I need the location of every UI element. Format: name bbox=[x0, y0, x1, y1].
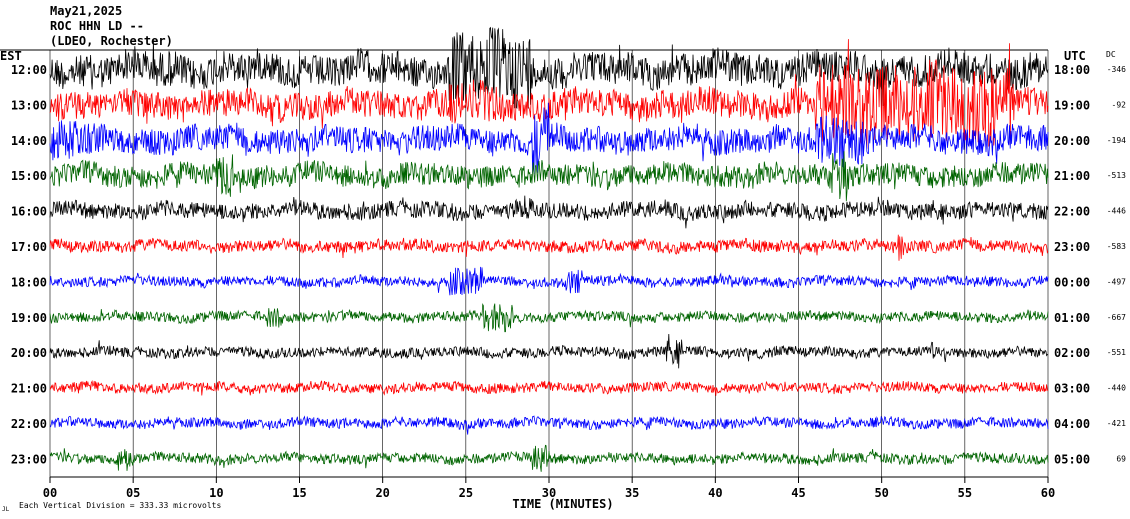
utc-hour-label: 21:00 bbox=[1054, 169, 1090, 183]
trace-line bbox=[49, 195, 1049, 229]
station-label: ROC HHN LD -- bbox=[50, 19, 144, 33]
dc-offset-value: -346 bbox=[1107, 65, 1126, 74]
header: May21,2025 ROC HHN LD -- (LDEO, Rocheste… bbox=[0, 4, 1116, 63]
est-hour-label: 17:00 bbox=[11, 240, 47, 254]
utc-hour-label: 19:00 bbox=[1054, 98, 1090, 112]
x-tick-label: 00 bbox=[43, 486, 57, 500]
utc-hour-label: 01:00 bbox=[1054, 311, 1090, 325]
utc-hour-label: 23:00 bbox=[1054, 240, 1090, 254]
dc-offset-value: -513 bbox=[1107, 171, 1126, 180]
est-hour-label: 23:00 bbox=[11, 452, 47, 466]
trace-line bbox=[49, 234, 1049, 261]
network-label: (LDEO, Rochester) bbox=[50, 34, 173, 48]
trace-line bbox=[49, 379, 1049, 396]
dc-label: DC bbox=[1106, 50, 1116, 59]
x-tick-label: 55 bbox=[958, 486, 972, 500]
seismic-traces bbox=[49, 26, 1049, 472]
dc-offset-value: -92 bbox=[1112, 100, 1127, 109]
x-tick-label: 50 bbox=[874, 486, 888, 500]
trace-line bbox=[49, 26, 1049, 109]
utc-hour-label: 00:00 bbox=[1054, 275, 1090, 289]
est-hour-label: 16:00 bbox=[11, 205, 47, 219]
est-hour-label: 14:00 bbox=[11, 134, 47, 148]
right-timezone-label: UTC bbox=[1064, 49, 1086, 63]
dc-offset-value: -446 bbox=[1107, 207, 1126, 216]
x-tick-label: 10 bbox=[209, 486, 223, 500]
x-tick-label: 15 bbox=[292, 486, 306, 500]
trace-line bbox=[49, 302, 1049, 333]
utc-hour-label: 03:00 bbox=[1054, 382, 1090, 396]
est-hour-label: 22:00 bbox=[11, 417, 47, 431]
dc-offset-value: 69 bbox=[1116, 454, 1126, 463]
row-labels: 12:00 18:00 -346 13:00 19:00 -92 14:00 20:00 -19… bbox=[11, 63, 1126, 466]
x-axis-title: TIME (MINUTES) bbox=[512, 497, 613, 511]
dc-offset-value: -497 bbox=[1107, 277, 1126, 286]
dc-offset-value: -440 bbox=[1107, 384, 1126, 393]
utc-hour-label: 04:00 bbox=[1054, 417, 1090, 431]
dc-offset-value: -667 bbox=[1107, 313, 1126, 322]
utc-hour-label: 02:00 bbox=[1054, 346, 1090, 360]
x-tick-label: 45 bbox=[791, 486, 805, 500]
trace-line bbox=[49, 39, 1049, 149]
est-hour-label: 20:00 bbox=[11, 346, 47, 360]
x-tick-label: 05 bbox=[126, 486, 140, 500]
dc-offset-value: -421 bbox=[1107, 419, 1126, 428]
est-hour-label: 19:00 bbox=[11, 311, 47, 325]
x-tick-label: 35 bbox=[625, 486, 639, 500]
x-tick-label: 60 bbox=[1041, 486, 1055, 500]
utc-hour-label: 05:00 bbox=[1054, 452, 1090, 466]
trace-line bbox=[49, 266, 1049, 296]
x-axis: 00 05 10 15 20 25 30 35 40 45 50 55 60 bbox=[43, 476, 1055, 500]
dc-offset-value: -583 bbox=[1107, 242, 1126, 251]
date-label: May21,2025 bbox=[50, 4, 122, 18]
trace-line bbox=[49, 102, 1049, 175]
est-hour-label: 15:00 bbox=[11, 169, 47, 183]
x-tick-label: 40 bbox=[708, 486, 722, 500]
est-hour-label: 13:00 bbox=[11, 98, 47, 112]
vertical-gridlines bbox=[0, 49, 1049, 477]
dc-offset-value: -551 bbox=[1107, 348, 1126, 357]
est-hour-label: 21:00 bbox=[11, 382, 47, 396]
left-timezone-label: EST bbox=[0, 49, 22, 63]
trace-line bbox=[49, 444, 1049, 472]
x-tick-label: 30 bbox=[542, 486, 556, 500]
utc-hour-label: 22:00 bbox=[1054, 205, 1090, 219]
utc-hour-label: 18:00 bbox=[1054, 63, 1090, 77]
dc-offset-value: -194 bbox=[1107, 136, 1126, 145]
trace-line bbox=[49, 333, 1049, 369]
trace-line bbox=[49, 151, 1049, 202]
est-hour-label: 18:00 bbox=[11, 275, 47, 289]
utc-hour-label: 20:00 bbox=[1054, 134, 1090, 148]
trace-line bbox=[49, 415, 1049, 435]
x-tick-label: 20 bbox=[375, 486, 389, 500]
x-tick-label: 25 bbox=[459, 486, 473, 500]
scale-note: Each Vertical Division = 333.33 microvol… bbox=[19, 501, 221, 510]
est-hour-label: 12:00 bbox=[11, 63, 47, 77]
corner-mark: JL bbox=[2, 506, 10, 513]
